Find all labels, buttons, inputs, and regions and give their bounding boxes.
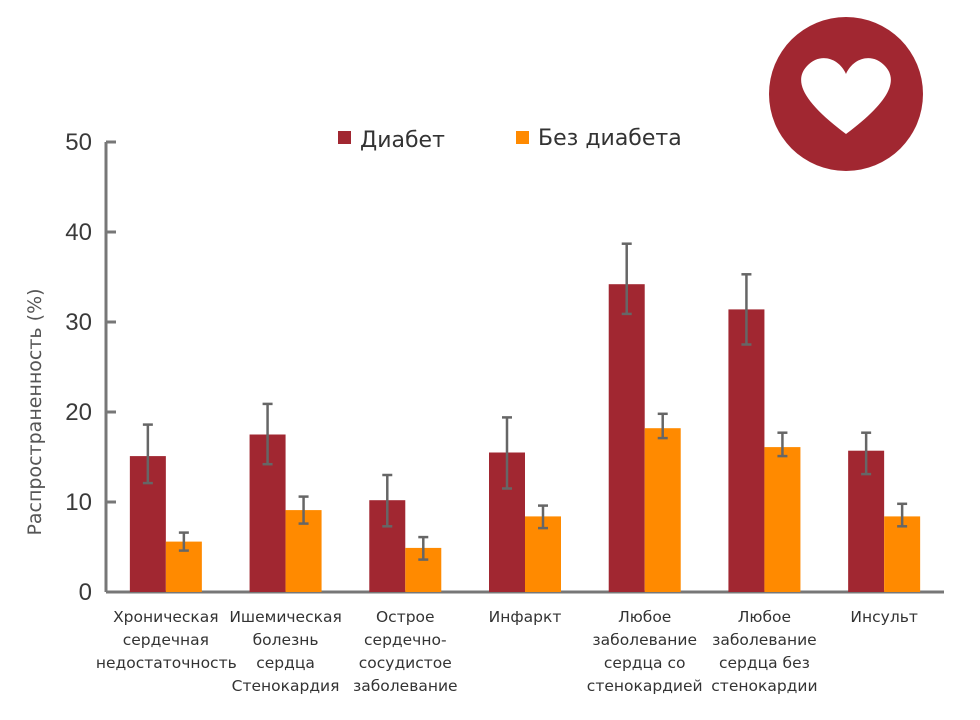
legend: Диабет Без диабета — [338, 126, 682, 153]
bar-no-diabetes — [644, 428, 681, 592]
heart-badge — [769, 17, 923, 171]
error-bar — [262, 402, 273, 466]
error-bar — [418, 535, 429, 561]
y-tick-label: 0 — [79, 579, 92, 606]
y-axis-label: Распространенность (%) — [24, 288, 46, 535]
x-category-label: Любое заболевание сердца со стенокардией — [586, 608, 703, 695]
bar-diabetes — [728, 309, 765, 592]
error-bar — [538, 504, 548, 530]
x-category-label: Инсульт — [850, 608, 918, 626]
error-bar — [741, 273, 752, 346]
error-bar — [502, 416, 512, 490]
error-bar — [621, 242, 632, 316]
legend-label-no-diabetes: Без диабета — [538, 126, 682, 151]
bar-no-diabetes — [884, 516, 921, 592]
heart-icon — [801, 58, 891, 134]
x-category-label: Любое заболевание сердца без стенокардии — [711, 608, 818, 695]
y-tick-label: 50 — [65, 129, 92, 156]
y-tick-label: 10 — [65, 489, 92, 516]
x-category-label: Инфаркт — [488, 608, 562, 626]
x-category-label: Хроническая сердечная недостаточность — [95, 608, 237, 672]
legend-label-diabetes: Диабет — [360, 128, 445, 153]
error-bar — [897, 502, 908, 528]
legend-swatch-no-diabetes — [516, 131, 529, 144]
error-bar — [777, 431, 788, 458]
error-bar — [178, 531, 189, 552]
y-tick-label: 30 — [65, 309, 92, 336]
y-tick-label: 40 — [65, 219, 92, 246]
bar-no-diabetes — [764, 447, 801, 592]
error-bar — [657, 412, 668, 440]
error-bar — [142, 423, 153, 485]
y-tick-label: 20 — [65, 399, 92, 426]
error-bar — [382, 473, 393, 528]
x-category-label: Острое сердечно- сосудистое заболевание — [352, 608, 458, 695]
error-bar — [861, 431, 872, 476]
bar-diabetes — [608, 284, 645, 592]
error-bar — [298, 495, 309, 525]
x-category-label: Ишемическая болезнь сердца Стенокардия — [229, 608, 342, 695]
legend-swatch-diabetes — [338, 131, 351, 144]
